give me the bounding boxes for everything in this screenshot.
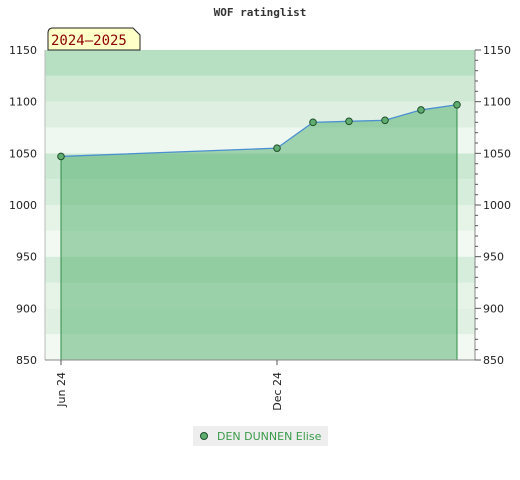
y-tick-label-right: 950	[483, 251, 504, 264]
x-tick-label: Jun 24	[55, 372, 68, 408]
band	[45, 50, 475, 76]
background-bands	[45, 50, 475, 360]
chart-title: WOF ratinglist	[214, 6, 307, 19]
y-tick-label-right: 1050	[483, 147, 511, 160]
y-tick-label-left: 1000	[9, 199, 37, 212]
legend-marker	[200, 432, 208, 440]
y-tick-label-left: 950	[16, 251, 37, 264]
data-point	[453, 100, 461, 109]
band	[45, 205, 475, 231]
band	[45, 230, 475, 257]
band	[45, 153, 475, 180]
y-tick-label-left: 1150	[9, 44, 37, 57]
data-point	[309, 118, 317, 127]
y-tick-label-left: 1050	[9, 147, 37, 160]
legend-box	[193, 426, 328, 446]
data-point	[381, 116, 389, 125]
marker-layer	[57, 100, 461, 161]
y-tick-label-right: 900	[483, 302, 504, 315]
data-point	[273, 144, 281, 152]
y-tick-label-right: 1150	[483, 44, 511, 57]
y-tick-label-left: 1100	[9, 96, 37, 109]
season-badge-box	[47, 27, 141, 51]
band	[45, 256, 475, 283]
band	[45, 308, 475, 335]
legend: DEN DUNNEN Elise	[193, 426, 328, 446]
data-point	[345, 117, 353, 126]
area-layer	[60, 104, 458, 361]
data-point	[57, 152, 65, 161]
y-tick-label-left: 900	[16, 302, 37, 315]
series-area	[61, 104, 457, 361]
y-tick-label-right: 1000	[483, 199, 511, 212]
band	[45, 75, 475, 102]
y-tick-label-right: 1100	[483, 96, 511, 109]
x-tick-label: Dec 24	[271, 372, 284, 411]
season-badge-label: 2024–2025	[51, 33, 127, 49]
y-axis-left: 1150 1100 1050 1000 950 900 850	[9, 44, 46, 367]
data-point	[417, 106, 425, 114]
band	[45, 179, 475, 205]
band	[45, 282, 475, 309]
band	[45, 334, 475, 360]
x-axis: Jun 24 Dec 24	[45, 359, 475, 411]
y-tick-label-left: 850	[16, 354, 37, 367]
season-badge: 2024–2025	[47, 27, 141, 51]
y-axis-right: 1150 1100 1050 1000 950 900 850	[474, 44, 511, 367]
y-tick-label-right: 850	[483, 354, 504, 367]
legend-label: DEN DUNNEN Elise	[217, 430, 322, 443]
